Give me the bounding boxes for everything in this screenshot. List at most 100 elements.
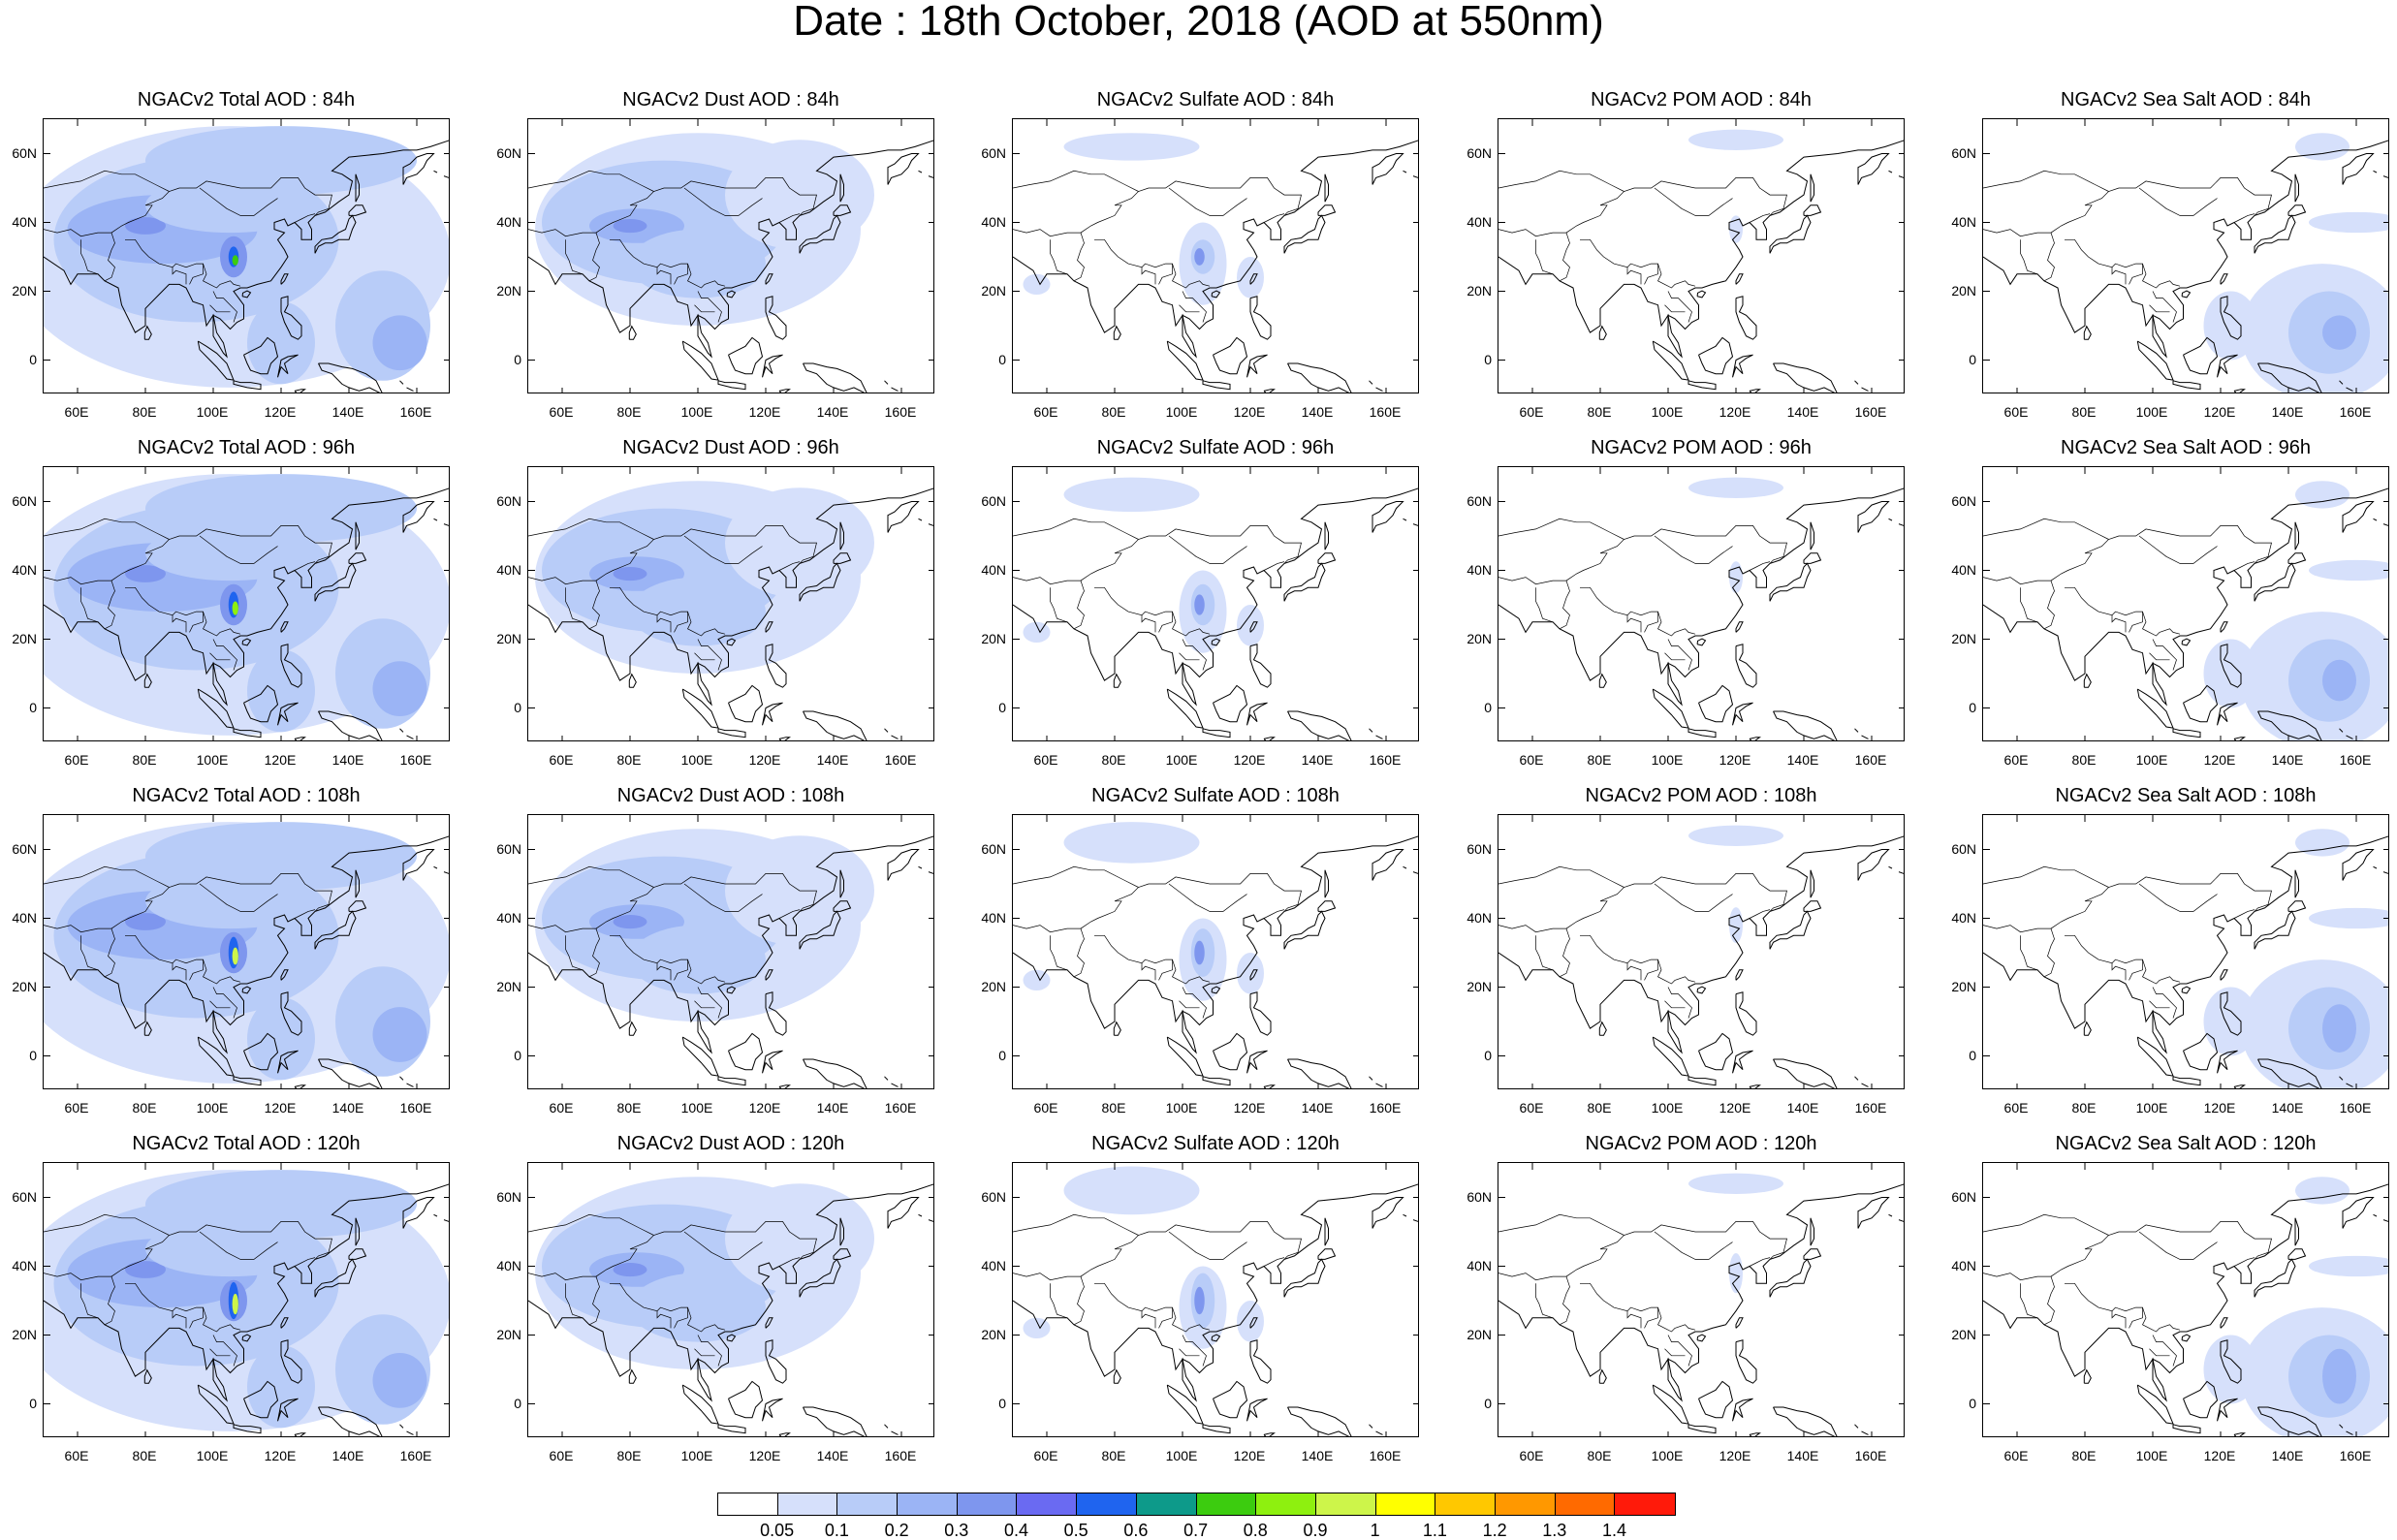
coastline [1559, 232, 1570, 282]
lon-label: 120E [264, 404, 297, 420]
coastline [399, 728, 404, 733]
coastline [1013, 1221, 1302, 1281]
lon-label: 160E [399, 1100, 432, 1116]
map-frame [1012, 118, 1419, 393]
coastline [433, 1213, 438, 1217]
aod-shading [630, 1273, 766, 1342]
coastline [2065, 1282, 2181, 1333]
coastline [1888, 518, 1893, 521]
coastline [1263, 1084, 1276, 1088]
coastline [1810, 173, 1814, 203]
coastline [406, 1430, 414, 1435]
coastline [2136, 1036, 2174, 1077]
coastline [233, 380, 262, 391]
lon-label: 60E [549, 404, 574, 420]
coastline [2129, 264, 2143, 285]
lon-label: 100E [1165, 404, 1198, 420]
coastline [199, 1231, 278, 1260]
coastline [2254, 910, 2296, 950]
lat-label: 0 [29, 1395, 37, 1411]
lat-label: 0 [998, 699, 1006, 715]
coastline [1213, 1380, 1248, 1419]
lat-label: 40N [12, 909, 37, 926]
coastline [528, 835, 933, 1054]
coastline [1166, 1036, 1204, 1077]
aod-map [44, 467, 449, 740]
coastline [197, 1384, 235, 1425]
coastline [243, 684, 279, 723]
coastline [280, 991, 302, 1036]
coastline [2220, 296, 2242, 340]
coastline [2382, 523, 2388, 526]
lon-label: 60E [64, 404, 89, 420]
coastline [1983, 140, 2388, 359]
lon-label: 100E [1651, 752, 1684, 768]
map-panel: NGACv2 Dust AOD : 108h 60N 40N 20N 0 60E 80E 10… [496, 785, 934, 1115]
coastline [1369, 728, 1373, 733]
map-frame [1012, 466, 1419, 741]
coastline [2152, 987, 2177, 1019]
coastline [928, 1219, 933, 1222]
lon-label: 80E [132, 404, 157, 420]
aod-shading [2309, 211, 2388, 234]
coastline [143, 1368, 152, 1384]
coastline [1769, 1258, 1812, 1298]
lon-label: 140E [816, 752, 849, 768]
lat-label: 0 [514, 351, 521, 367]
coastline [1803, 1248, 1822, 1260]
lon-label: 140E [331, 404, 364, 420]
coastline [1667, 1335, 1692, 1367]
coastline [2257, 362, 2322, 393]
lat-label: 0 [514, 699, 521, 715]
lon-label: 80E [1101, 752, 1126, 768]
coastline [280, 644, 302, 688]
coastline [1013, 177, 1302, 237]
lat-label: 0 [1969, 351, 1976, 367]
coastline [2382, 1219, 2388, 1222]
coastline [2346, 1430, 2353, 1435]
coastline [2356, 1435, 2357, 1436]
coastline [1498, 1221, 1787, 1281]
coastline [1013, 170, 1139, 192]
coastline [778, 561, 801, 571]
lon-label: 120E [2203, 404, 2236, 420]
coastline [681, 1036, 719, 1077]
coastline [294, 1084, 306, 1088]
coastline [443, 1219, 449, 1222]
map-frame [1498, 814, 1905, 1089]
coastline [348, 900, 367, 912]
coastline [2172, 1076, 2201, 1086]
coastline [1324, 173, 1329, 203]
coastline [2373, 170, 2378, 173]
lon-label: 100E [196, 752, 229, 768]
lon-label: 60E [2003, 1100, 2029, 1116]
coastline [1644, 612, 1658, 633]
coastline [1983, 1183, 2388, 1402]
coastline [1696, 986, 1707, 994]
coastline [2220, 644, 2242, 688]
coastline [588, 1275, 600, 1326]
lon-label: 140E [1301, 404, 1334, 420]
coastline [565, 587, 583, 623]
coastline [656, 267, 672, 285]
coastline [528, 518, 654, 540]
coastline [1246, 1050, 1268, 1074]
coastline [125, 586, 241, 637]
colorbar-label: 0.3 [944, 1521, 969, 1540]
coastline [2217, 354, 2238, 378]
coastline [1664, 652, 1686, 661]
lon-label: 160E [2339, 752, 2372, 768]
coastline [2220, 991, 2242, 1036]
lat-label: 40N [1951, 561, 1976, 578]
coastline [1283, 562, 1326, 602]
coastline [717, 728, 746, 739]
lat-label: 20N [12, 282, 37, 299]
lon-label: 120E [2203, 1448, 2236, 1463]
coastline [1857, 153, 1890, 185]
coastline [2138, 1231, 2218, 1260]
aod-map [1498, 1163, 1904, 1436]
lon-label: 160E [1854, 752, 1887, 768]
coastline [1249, 1339, 1272, 1384]
coastline [528, 873, 817, 933]
coastline [44, 487, 449, 707]
